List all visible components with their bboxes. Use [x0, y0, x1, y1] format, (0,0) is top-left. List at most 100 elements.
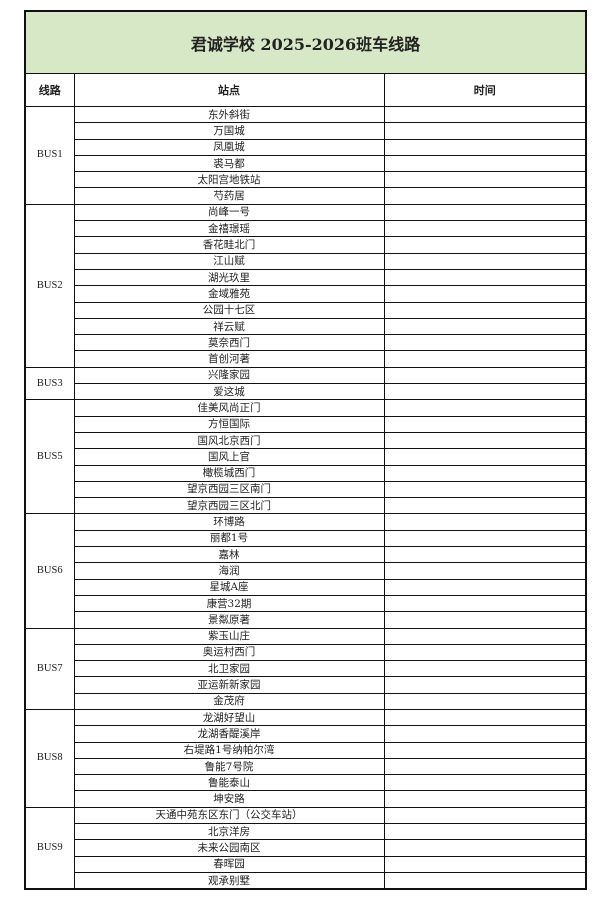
time-cell	[383, 529, 587, 548]
stop-name: 金茂府	[73, 692, 385, 710]
stop-name: 金禧璟瑶	[73, 220, 385, 238]
stop-name: 海润	[73, 562, 385, 580]
stop-name: 右堤路1号纳帕尔湾	[73, 741, 385, 759]
table-row: BUS1 东外斜街	[24, 105, 587, 205]
table-row: 国风北京西门	[25, 431, 587, 450]
table-row: 坤安路	[25, 790, 587, 808]
time-cell	[383, 236, 587, 254]
stop-name: 亚运新新家园	[73, 676, 385, 694]
time-cell	[383, 513, 587, 531]
stop-name: 首创河著	[73, 350, 385, 368]
table-row: 江山赋	[25, 252, 587, 270]
stop-name: 星城A座	[73, 578, 385, 596]
table-row: BUS3 兴隆家园	[24, 366, 587, 401]
table-row: 金茂府	[25, 692, 587, 710]
route-name: BUS6	[24, 513, 75, 629]
time-cell	[383, 871, 587, 890]
time-cell	[383, 562, 587, 580]
table-row: 北京洋房	[25, 823, 587, 841]
route-name: BUS8	[24, 708, 75, 808]
table-row: 鲁能泰山	[25, 774, 587, 792]
stop-name: 环博路	[73, 513, 385, 531]
table-row: 望京西园三区南门	[25, 480, 587, 499]
table-row: 春晖园	[25, 855, 587, 873]
table-row: 北卫家园	[25, 660, 587, 678]
stop-name: 祥云赋	[73, 317, 385, 336]
stop-name: 尚峰一号	[73, 203, 385, 222]
table-row: 爱这城	[25, 383, 587, 401]
table-row: BUS6 环博路	[24, 513, 587, 629]
stop-name: 湖光玖里	[73, 268, 385, 287]
stop-name: 国风北京西门	[73, 431, 385, 450]
stop-name: 莫奈西门	[73, 334, 385, 352]
stop-name: 龙湖香醍溪岸	[73, 725, 385, 743]
stop-name: 裘马都	[73, 154, 385, 173]
time-cell	[383, 497, 587, 515]
time-cell	[383, 611, 587, 629]
route-name: BUS7	[24, 627, 75, 710]
stop-name: 金域雅苑	[73, 285, 385, 303]
stop-name: 天通中苑东区东门（公交车站）	[73, 806, 385, 825]
table-row: 金禧璟瑶	[25, 220, 587, 238]
stop-name: 北卫家园	[73, 660, 385, 678]
time-cell	[383, 154, 587, 173]
table-row: 金域雅苑	[25, 285, 587, 303]
table-row: 万国城	[25, 122, 587, 140]
table-row: BUS5 佳美风尚正门	[24, 399, 587, 515]
stop-name: 春晖园	[73, 855, 385, 873]
stop-name: 江山赋	[73, 252, 385, 270]
header-time: 时间	[383, 73, 587, 107]
time-cell	[383, 692, 587, 710]
table-row: 芍药居	[25, 187, 587, 205]
stop-name: 凤凰城	[73, 138, 385, 156]
time-cell	[383, 317, 587, 336]
table-row: BUS2 尚峰一号	[24, 203, 587, 368]
time-cell	[383, 399, 587, 417]
stop-name: 观承别墅	[73, 871, 385, 890]
table-row: 公园十七区	[25, 301, 587, 319]
stop-name: 国风上官	[73, 448, 385, 466]
time-cell	[383, 757, 587, 776]
time-cell	[383, 823, 587, 841]
table-row: 奥运村西门	[25, 643, 587, 662]
stop-name: 鲁能泰山	[73, 774, 385, 792]
table-row: 星城A座	[25, 578, 587, 596]
table-row: 国风上官	[25, 448, 587, 466]
time-cell	[383, 366, 587, 385]
stop-name: 方恒国际	[73, 415, 385, 433]
time-cell	[383, 301, 587, 319]
table-row: BUS9 天通中苑东区东门（公交车站）	[24, 806, 587, 890]
route-name: BUS5	[24, 399, 75, 515]
time-cell	[383, 627, 587, 645]
time-cell	[383, 138, 587, 156]
table-row: 康营32期	[25, 594, 587, 613]
stop-name: 橄榄城西门	[73, 464, 385, 482]
route-name: BUS2	[24, 203, 75, 368]
table-row: 丽都1号	[25, 529, 587, 548]
stop-name: 万国城	[73, 122, 385, 140]
time-cell	[383, 334, 587, 352]
time-cell	[383, 774, 587, 792]
time-cell	[383, 220, 587, 238]
time-cell	[383, 660, 587, 678]
bus-route-table: 君诚学校 2025-2026班车线路 线路 站点 时间 BUS1 东外斜街 万国城凤…	[24, 10, 587, 891]
stop-name: 龙湖好望山	[73, 708, 385, 727]
table-row: 香花畦北门	[25, 236, 587, 254]
stop-name: 康营32期	[73, 594, 385, 613]
stop-name: 望京西园三区北门	[73, 497, 385, 515]
table-row: 橄榄城西门	[25, 464, 587, 482]
time-cell	[383, 122, 587, 140]
table-row: 凤凰城	[25, 138, 587, 156]
stop-name: 鲁能7号院	[73, 757, 385, 776]
table-row: 亚运新新家园	[25, 676, 587, 694]
time-cell	[383, 594, 587, 613]
time-cell	[383, 171, 587, 189]
header-stop: 站点	[73, 73, 385, 107]
time-cell	[383, 350, 587, 368]
time-cell	[383, 839, 587, 857]
header-route: 线路	[24, 73, 75, 107]
time-cell	[383, 708, 587, 727]
stop-name: 丽都1号	[73, 529, 385, 548]
time-cell	[383, 806, 587, 825]
table-row: 鲁能7号院	[25, 757, 587, 776]
